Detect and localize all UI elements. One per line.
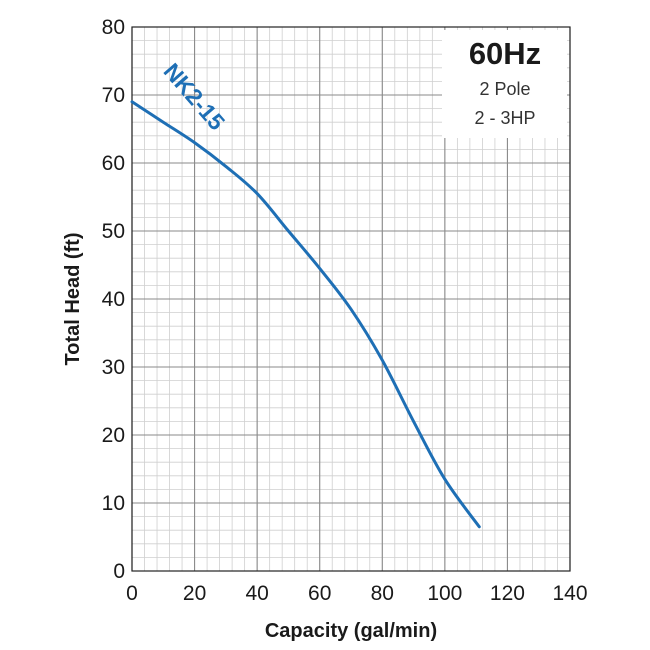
- data-point: [412, 420, 415, 423]
- data-point: [287, 230, 290, 233]
- y-tick-label: 50: [102, 220, 125, 243]
- pole-label: 2 Pole: [479, 79, 530, 99]
- x-tick-label: 60: [308, 582, 331, 605]
- x-tick-labels: 0 20 40 60 80 100 120 140: [126, 582, 587, 605]
- y-tick-label: 10: [102, 492, 125, 515]
- y-tick-label: 60: [102, 152, 125, 175]
- data-point: [350, 308, 353, 311]
- spec-annotation-box: 60Hz 2 Pole 2 - 3HP: [442, 30, 567, 138]
- data-point: [162, 121, 165, 124]
- y-tick-label: 80: [102, 16, 125, 39]
- y-tick-label: 0: [113, 560, 125, 583]
- series-line-nk2-15: [130, 100, 481, 529]
- frequency-label: 60Hz: [469, 36, 541, 71]
- x-axis-title: Capacity (gal/min): [265, 620, 437, 642]
- y-tick-label: 40: [102, 288, 125, 311]
- x-tick-label: 20: [183, 582, 206, 605]
- data-point: [224, 165, 227, 168]
- x-tick-label: 0: [126, 582, 138, 605]
- y-tick-labels: 0 10 20 30 40 50 60 70 80: [102, 16, 125, 583]
- data-point: [318, 267, 321, 270]
- x-tick-label: 100: [427, 582, 462, 605]
- y-tick-label: 20: [102, 424, 125, 447]
- x-tick-label: 140: [552, 582, 587, 605]
- data-point: [256, 192, 259, 195]
- data-point: [478, 525, 481, 528]
- data-point: [193, 141, 196, 144]
- y-axis-title: Total Head (ft): [62, 233, 84, 366]
- data-point: [443, 478, 446, 481]
- y-tick-label: 70: [102, 84, 125, 107]
- plot-frame: [131, 26, 571, 572]
- x-tick-label: 120: [490, 582, 525, 605]
- spec-annotation-background: [442, 30, 567, 138]
- x-tick-label: 40: [245, 582, 268, 605]
- data-point: [381, 359, 384, 362]
- horsepower-label: 2 - 3HP: [474, 108, 535, 128]
- x-tick-label: 80: [371, 582, 394, 605]
- data-point: [131, 100, 134, 103]
- y-tick-label: 30: [102, 356, 125, 379]
